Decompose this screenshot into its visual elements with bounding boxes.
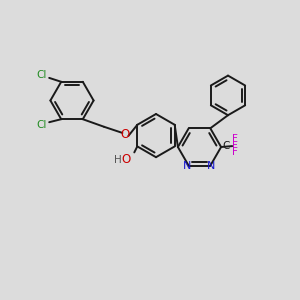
- Text: O: O: [122, 153, 131, 167]
- Text: N: N: [183, 161, 192, 171]
- Text: N: N: [207, 161, 216, 171]
- Text: F: F: [232, 147, 238, 157]
- Text: Cl: Cl: [36, 120, 46, 130]
- Text: H: H: [114, 155, 122, 165]
- Text: C: C: [222, 140, 230, 151]
- Text: Cl: Cl: [36, 70, 46, 80]
- Text: O: O: [121, 128, 130, 141]
- Text: F: F: [232, 140, 238, 151]
- Text: F: F: [232, 134, 238, 144]
